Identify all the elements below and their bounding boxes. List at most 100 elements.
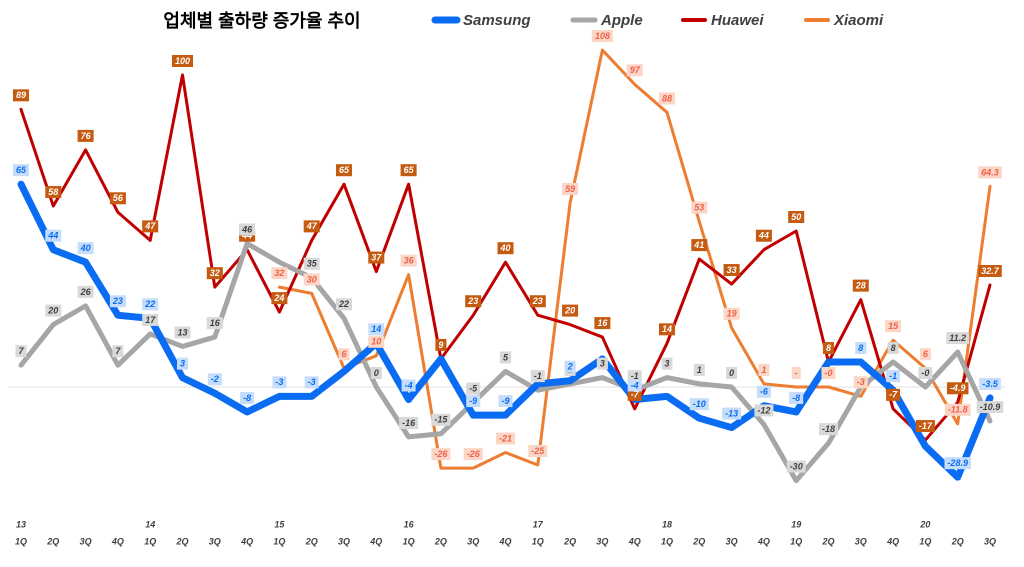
data-label: 64.3 bbox=[978, 166, 1002, 179]
data-label-text: 65 bbox=[16, 165, 27, 175]
legend-label: Apple bbox=[600, 12, 643, 29]
data-label-box bbox=[788, 211, 805, 223]
x-tick-label: 2Q bbox=[951, 536, 964, 546]
data-label: 65 bbox=[400, 164, 417, 177]
data-label-text: 8 bbox=[826, 343, 831, 353]
data-label-box bbox=[368, 251, 385, 264]
data-label-text: 64.3 bbox=[981, 167, 999, 177]
data-label: -13 bbox=[722, 407, 742, 420]
data-label: 40 bbox=[497, 242, 514, 255]
data-label: -6 bbox=[756, 385, 771, 398]
data-label: 50 bbox=[788, 211, 805, 223]
data-label: 0 bbox=[726, 367, 738, 379]
data-label-box bbox=[944, 457, 971, 470]
data-label-text: 1 bbox=[697, 365, 702, 375]
data-label-box bbox=[335, 164, 353, 177]
data-label-box bbox=[594, 317, 611, 330]
legend-label: Samsung bbox=[463, 12, 531, 29]
x-year-label: 16 bbox=[404, 519, 415, 529]
data-label-box bbox=[77, 285, 94, 298]
data-label: -17 bbox=[915, 420, 935, 433]
data-label-text: 32.7 bbox=[981, 266, 1000, 276]
data-label-box bbox=[142, 313, 159, 326]
data-label-text: 97 bbox=[630, 65, 641, 75]
chart-title: 업체별 출하량 증가율 추이 bbox=[163, 11, 360, 31]
data-label: 40 bbox=[77, 242, 94, 255]
data-label: 23 bbox=[465, 295, 482, 308]
data-label-box bbox=[723, 307, 740, 320]
data-label-text: -12 bbox=[757, 405, 770, 415]
x-tick-label: 4Q bbox=[240, 536, 253, 546]
data-label-box bbox=[304, 376, 319, 389]
data-label-box bbox=[400, 254, 417, 267]
data-label-box bbox=[530, 370, 545, 383]
data-label-box bbox=[303, 220, 320, 233]
x-tick-label: 2Q bbox=[563, 536, 576, 546]
data-label-box bbox=[627, 379, 642, 392]
data-label: 89 bbox=[12, 89, 30, 102]
data-label: -3 bbox=[853, 376, 868, 389]
data-label-text: -10 bbox=[693, 399, 706, 409]
data-label-text: 37 bbox=[371, 252, 382, 262]
x-year-label: 15 bbox=[274, 519, 285, 529]
data-label: 16 bbox=[594, 317, 611, 330]
data-label: 7 bbox=[15, 345, 27, 358]
data-label-text: 23 bbox=[112, 296, 123, 306]
data-label-text: -5 bbox=[469, 383, 478, 393]
data-label: -0 bbox=[918, 367, 933, 379]
data-label-text: 3 bbox=[600, 359, 605, 369]
data-label-text: 1 bbox=[761, 365, 766, 375]
data-label-box bbox=[789, 391, 804, 404]
data-label-box bbox=[303, 257, 320, 270]
data-label: 20 bbox=[45, 304, 62, 317]
data-label: -30 bbox=[786, 460, 806, 473]
data-label-box bbox=[272, 376, 287, 389]
x-tick-label: 1Q bbox=[919, 536, 931, 546]
data-label-box bbox=[658, 92, 676, 105]
data-label-box bbox=[206, 317, 223, 330]
data-label-box bbox=[431, 413, 451, 426]
data-label: 26 bbox=[77, 285, 94, 298]
data-label-box bbox=[722, 407, 742, 420]
data-label-box bbox=[15, 345, 27, 358]
data-label: 5 bbox=[499, 351, 512, 364]
data-label: -18 bbox=[818, 423, 839, 436]
data-label: 28 bbox=[852, 279, 869, 292]
data-label-text: -8 bbox=[792, 393, 800, 403]
data-label-text: -15 bbox=[434, 415, 448, 425]
x-tick-label: 3Q bbox=[80, 536, 92, 546]
data-label-box bbox=[946, 332, 970, 345]
data-label-text: 46 bbox=[241, 224, 253, 234]
data-label: 23 bbox=[529, 295, 546, 308]
data-label-box bbox=[855, 342, 867, 355]
data-label-box bbox=[495, 432, 516, 445]
data-label-text: 47 bbox=[144, 221, 156, 231]
data-label-text: 14 bbox=[371, 324, 381, 334]
data-label: 10 bbox=[368, 335, 385, 348]
data-label: 8 bbox=[855, 342, 867, 355]
data-label: 3 bbox=[596, 357, 608, 370]
data-label-text: -26 bbox=[434, 449, 448, 459]
x-year-label: 19 bbox=[791, 519, 801, 529]
data-label-box bbox=[852, 279, 869, 292]
data-label-box bbox=[562, 304, 579, 317]
data-label-text: 58 bbox=[48, 187, 58, 197]
x-tick-label: 1Q bbox=[661, 536, 673, 546]
data-label-box bbox=[562, 182, 579, 195]
data-label-box bbox=[497, 242, 514, 255]
data-label-text: - bbox=[795, 368, 798, 378]
data-label-box bbox=[174, 326, 191, 339]
data-label-box bbox=[791, 367, 801, 379]
data-label-text: 30 bbox=[307, 274, 317, 284]
data-label-box bbox=[528, 445, 548, 457]
data-label-box bbox=[142, 298, 159, 311]
x-tick-label: 2Q bbox=[692, 536, 705, 546]
data-label-box bbox=[886, 370, 901, 383]
data-label-text: -6 bbox=[760, 387, 769, 397]
data-label-box bbox=[45, 304, 62, 317]
data-label-box bbox=[626, 64, 643, 77]
data-label-text: 2 bbox=[567, 362, 573, 372]
data-label-box bbox=[498, 395, 513, 408]
data-label-box bbox=[756, 385, 771, 398]
data-label-box bbox=[821, 367, 836, 379]
